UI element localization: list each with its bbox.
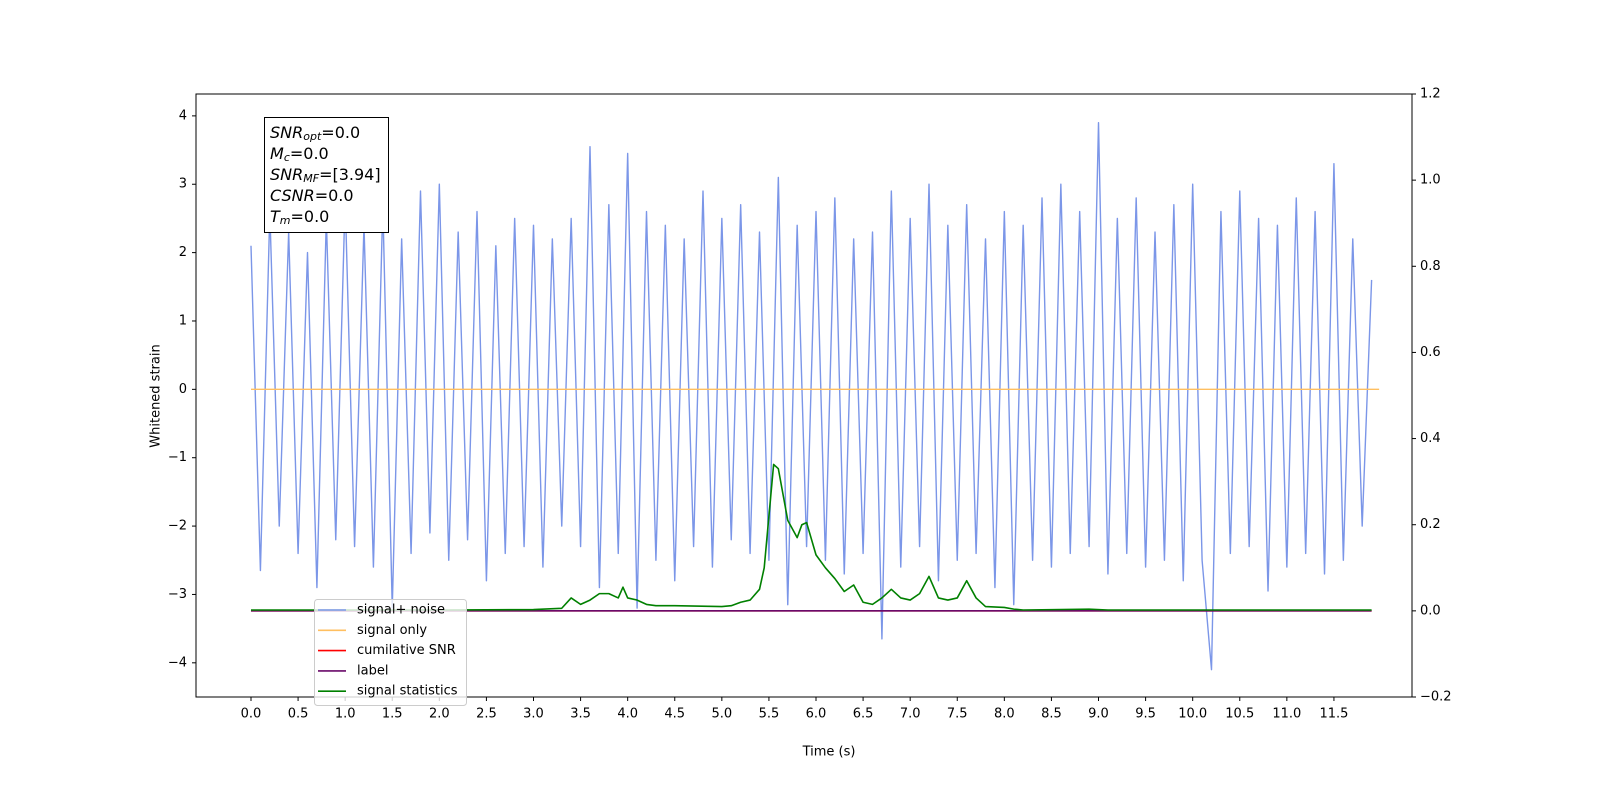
x-tick-label: 8.0 [994,707,1015,722]
x-tick-label: 3.0 [523,707,544,722]
series-line [250,122,1373,671]
annotation-line: Mc=0.0 [270,144,329,165]
annotation-line: SNRopt=0.0 [270,123,360,144]
y2-tick-label: 0.8 [1420,259,1441,274]
legend-box [314,599,467,706]
x-tick-label: 6.0 [806,707,827,722]
x-tick-label: 10.5 [1225,707,1254,722]
annotation-sub: opt [303,130,322,143]
series-line [250,463,1372,611]
x-tick-label: 4.0 [617,707,638,722]
legend-label: signal statistics [357,684,458,699]
y-axis-label: Whitened strain [149,344,164,447]
y2-tick-label: 0.6 [1420,345,1441,360]
annotation-main: T [270,207,281,226]
annotation-rest: =0.0 [321,123,360,142]
x-tick-label: 5.5 [759,707,780,722]
legend-label: signal+ noise [357,603,445,618]
y-tick-label: 0 [179,382,187,397]
x-tick-label: 5.0 [711,707,732,722]
y-tick-label: 3 [179,177,187,192]
annotation-box [264,117,389,233]
x-tick-label: 11.0 [1272,707,1301,722]
annotation-sub: MF [303,172,319,185]
y2-tick-label: 0.0 [1420,603,1441,618]
x-tick-label: 6.5 [853,707,874,722]
annotation-sub: m [280,214,291,227]
annotation-rest: =0.0 [290,144,329,163]
y-tick-label: −3 [168,587,187,602]
x-tick-label: 7.0 [900,707,921,722]
plot-frame [195,93,1413,698]
x-tick-label: 9.5 [1135,707,1156,722]
x-tick-label: 11.5 [1319,707,1348,722]
x-tick-label: 1.0 [335,707,356,722]
x-tick-label: 0.5 [288,707,309,722]
y2-tick-label: 1.0 [1420,173,1441,188]
x-tick-label: 10.0 [1178,707,1207,722]
x-axis-label: Time (s) [802,745,856,760]
y-tick-label: 2 [179,245,187,260]
annotation-line: Tm=0.0 [270,207,329,228]
y2-tick-label: 1.2 [1420,87,1441,102]
y-tick-label: 1 [179,313,187,328]
annotation-main: SNR [270,165,303,184]
y-tick-label: −4 [168,655,187,670]
annotation-line: SNRMF=[3.94] [270,165,381,186]
legend-label: label [357,663,388,678]
annotation-line: CSNR=0.0 [270,186,354,205]
annotation-main: CSNR [270,186,315,205]
x-tick-label: 2.0 [429,707,450,722]
annotation-rest: =[3.94] [319,165,381,184]
x-tick-label: 8.5 [1041,707,1062,722]
x-tick-label: 9.0 [1088,707,1109,722]
annotation-main: M [270,144,284,163]
x-tick-label: 3.5 [570,707,591,722]
annotation-rest: =0.0 [291,207,330,226]
x-tick-label: 1.5 [382,707,403,722]
annotation-rest: =0.0 [315,186,354,205]
y2-tick-label: 0.4 [1420,431,1441,446]
x-tick-label: 0.0 [241,707,262,722]
y-tick-label: −1 [168,450,187,465]
annotation-main: SNR [270,123,303,142]
y-tick-label: −2 [168,519,187,534]
legend-label: signal only [357,623,427,638]
legend-label: cumilative SNR [357,643,456,658]
y-tick-label: 4 [179,108,187,123]
y2-tick-label: 0.2 [1420,517,1441,532]
x-tick-label: 7.5 [947,707,968,722]
annotation-sub: c [284,151,290,164]
y2-tick-label: −0.2 [1420,690,1452,705]
x-tick-label: 2.5 [476,707,497,722]
x-tick-label: 4.5 [664,707,685,722]
